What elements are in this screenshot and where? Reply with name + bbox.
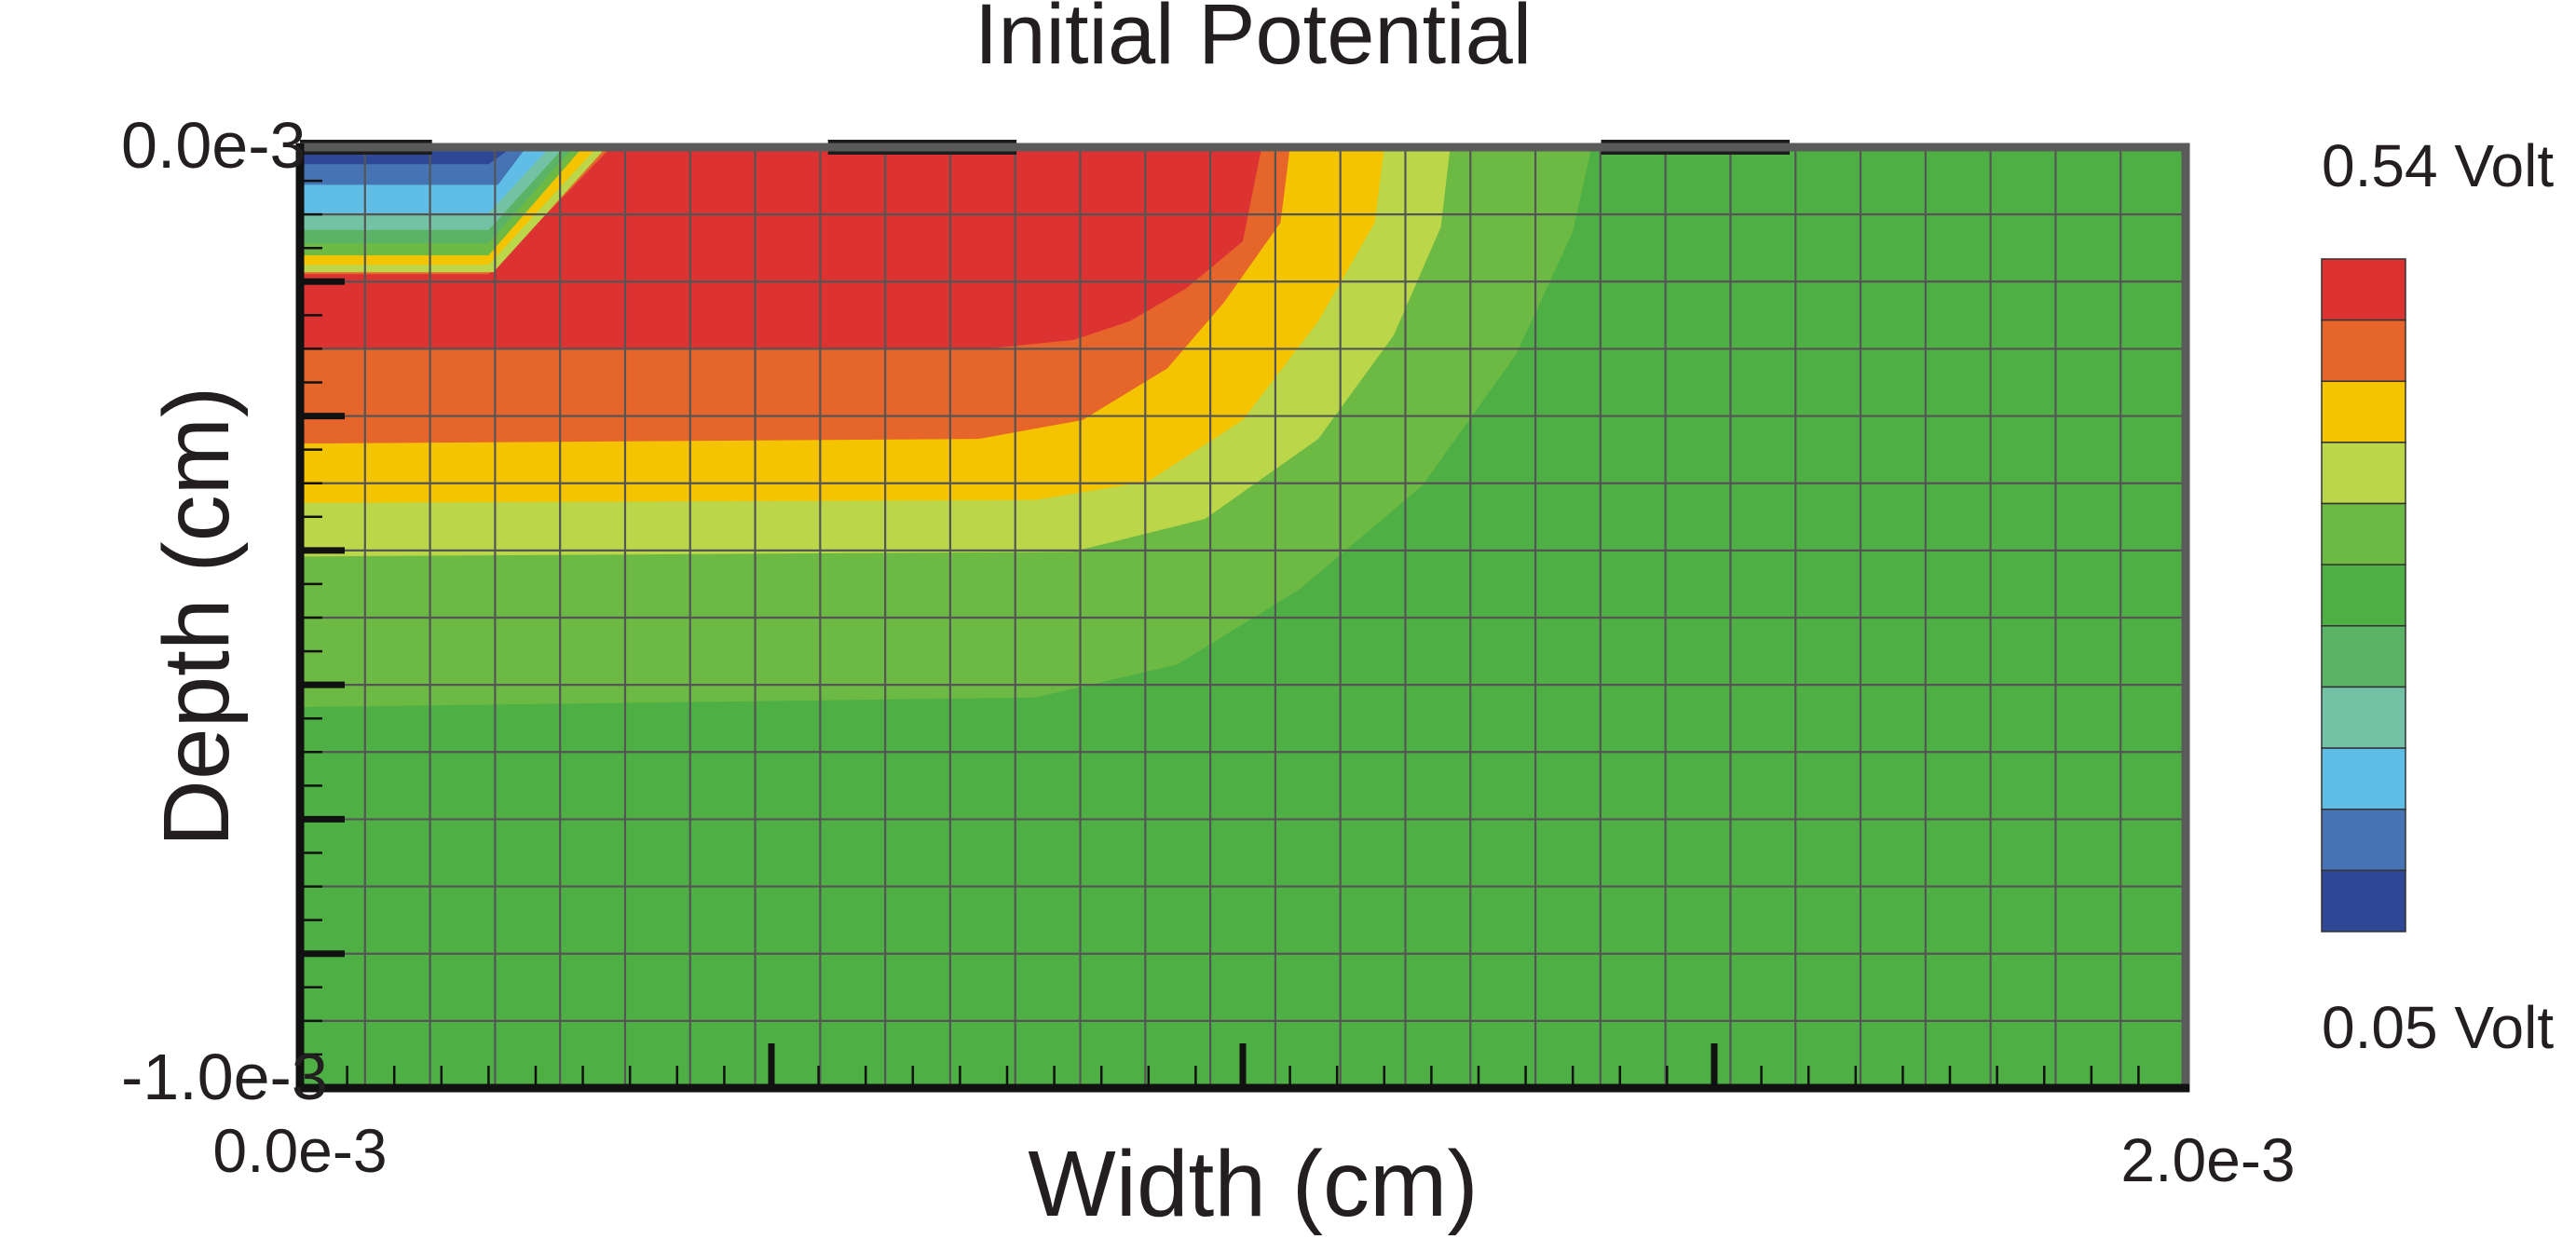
grid-lines [300,147,2186,1088]
legend-swatch-3 [2321,442,2406,505]
legend-swatch-7 [2321,686,2406,749]
x-tick-label-right: 2.0e-3 [2120,1125,2295,1194]
y-tick-label-top: 0.0e-3 [121,109,306,182]
legend-min-label: 0.05 Volt [2322,994,2554,1061]
legend-swatch-6 [2321,625,2406,688]
legend-swatch-0 [2321,258,2406,321]
chart-title: Initial Potential [975,0,1532,82]
legend-swatch-10 [2321,869,2406,933]
legend-swatch-5 [2321,564,2406,627]
y-axis-title: Depth (cm) [144,387,249,848]
x-axis-title: Width (cm) [1028,1132,1478,1236]
legend-max-label: 0.54 Volt [2322,132,2554,199]
y-tick-label-bottom: -1.0e-3 [121,1041,328,1113]
legend-swatch-8 [2321,747,2406,810]
contour-region-4 [300,147,1262,350]
legend-swatch-1 [2321,319,2406,383]
legend-swatch-2 [2321,380,2406,443]
legend-swatch-9 [2321,808,2406,872]
legend-swatch-4 [2321,502,2406,565]
x-tick-label-left: 0.0e-3 [212,1116,387,1185]
color-legend [2321,258,2406,933]
